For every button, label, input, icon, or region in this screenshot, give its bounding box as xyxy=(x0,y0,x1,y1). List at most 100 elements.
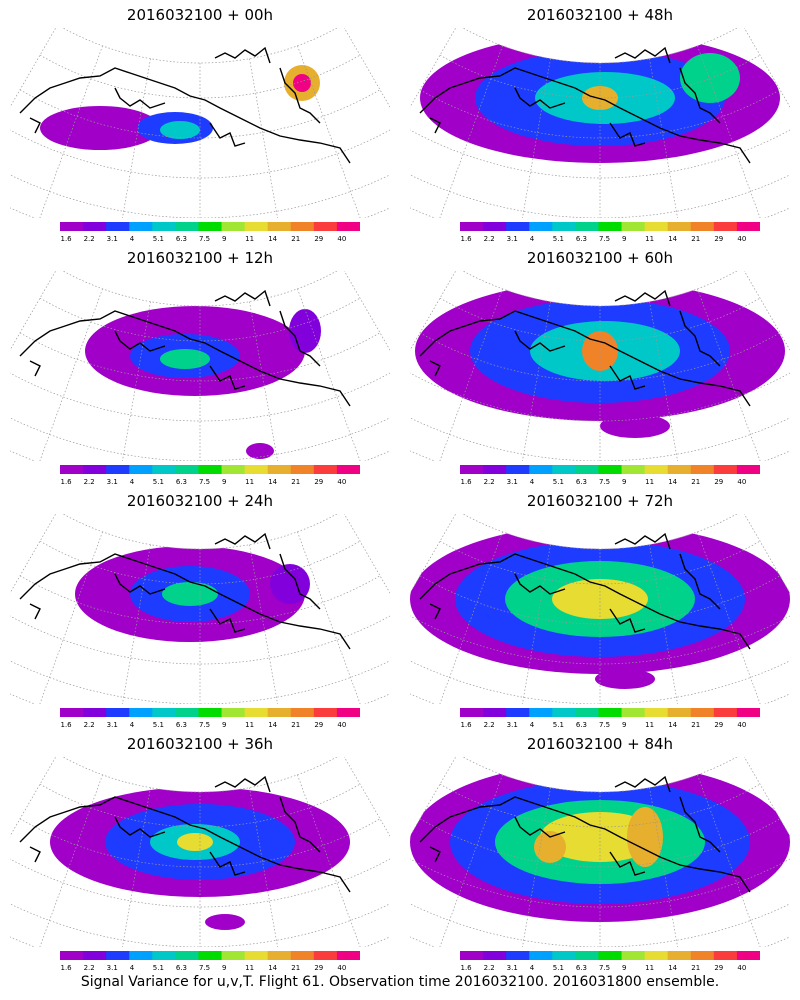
colorbar-swatch xyxy=(506,465,530,474)
variance-field xyxy=(75,519,310,642)
colorbar-swatch xyxy=(598,465,623,474)
colorbar-swatch xyxy=(60,708,84,717)
graticule xyxy=(10,271,390,461)
variance-contour xyxy=(534,831,566,863)
variance-contour xyxy=(293,74,311,92)
colorbar-label: 5.1 xyxy=(553,235,564,243)
colorbar-swatch xyxy=(313,951,338,960)
colorbar-swatch xyxy=(621,951,646,960)
colorbar-swatch xyxy=(290,465,315,474)
colorbar-label: 29 xyxy=(714,964,723,972)
colorbar-swatch xyxy=(575,222,599,231)
colorbar-label: 11 xyxy=(645,964,654,972)
colorbar-swatch xyxy=(713,708,738,717)
colorbar-label: 5.1 xyxy=(153,478,164,486)
colorbar-label: 11 xyxy=(245,235,254,243)
colorbar-swatch xyxy=(221,222,246,231)
graticule xyxy=(10,757,390,947)
colorbar-swatch xyxy=(713,951,738,960)
colorbar-swatch xyxy=(483,708,507,717)
colorbar-swatch xyxy=(244,951,269,960)
colorbar-label: 29 xyxy=(314,235,323,243)
colorbar-label: 11 xyxy=(245,721,254,729)
colorbar-swatch xyxy=(529,951,553,960)
graticule xyxy=(410,28,790,218)
colorbar-label: 2.2 xyxy=(484,478,495,486)
colorbar-swatch xyxy=(598,708,623,717)
colorbar-label: 4 xyxy=(130,964,135,972)
colorbar-swatch xyxy=(483,465,507,474)
colorbar-label: 29 xyxy=(314,721,323,729)
colorbar-swatch xyxy=(483,222,507,231)
colorbar-swatch xyxy=(621,465,646,474)
colorbar-label: 21 xyxy=(291,235,300,243)
colorbar-label: 3.1 xyxy=(507,721,518,729)
colorbar-label: 9 xyxy=(622,235,626,243)
colorbar-swatch xyxy=(83,222,107,231)
colorbar-label: 3.1 xyxy=(107,235,118,243)
coastline xyxy=(19,775,351,893)
colorbar-swatch xyxy=(736,951,760,960)
panel-title: 2016032100 + 72h xyxy=(526,492,674,510)
colorbar-swatch xyxy=(175,465,199,474)
colorbar-label: 40 xyxy=(737,235,746,243)
colorbar-label: 21 xyxy=(691,964,700,972)
colorbar-swatch xyxy=(575,465,599,474)
colorbar-label: 2.2 xyxy=(84,235,95,243)
colorbar-swatch xyxy=(129,951,153,960)
colorbar-swatch xyxy=(175,222,199,231)
colorbar-swatch xyxy=(221,708,246,717)
variance-map xyxy=(410,28,790,218)
variance-map xyxy=(10,271,390,461)
colorbar-label: 1.6 xyxy=(61,721,73,729)
colorbar-swatch xyxy=(83,708,107,717)
colorbar-swatch xyxy=(736,465,760,474)
colorbar-label: 7.5 xyxy=(599,235,610,243)
variance-contour xyxy=(540,760,590,784)
colorbar: 1.6 2.2 3.1 4 5.1 6.3 7.5 9 11 14 21 29 40 xyxy=(460,465,760,486)
colorbar-label: 3.1 xyxy=(107,721,118,729)
colorbar-label: 11 xyxy=(245,964,254,972)
colorbar-label: 21 xyxy=(291,964,300,972)
colorbar-label: 5.1 xyxy=(153,964,164,972)
colorbar-label: 9 xyxy=(222,478,226,486)
colorbar-label: 11 xyxy=(245,478,254,486)
forecast-panel: 2016032100 + 84h 1.6 2.2 3.1 4 5.1 6.3 7.5 9 11 14… xyxy=(400,729,800,974)
colorbar-swatch xyxy=(690,951,715,960)
colorbar-label: 40 xyxy=(337,478,346,486)
colorbar-swatch xyxy=(129,465,153,474)
colorbar-label: 29 xyxy=(714,235,723,243)
panel-title: 2016032100 + 84h xyxy=(526,735,674,753)
panel-title: 2016032100 + 24h xyxy=(126,492,274,510)
colorbar-swatch xyxy=(644,465,669,474)
colorbar-swatch xyxy=(106,951,130,960)
variance-contour xyxy=(565,524,615,544)
colorbar-label: 5.1 xyxy=(553,478,564,486)
colorbar-label: 4 xyxy=(530,478,535,486)
variance-contour xyxy=(160,121,200,139)
colorbar-label: 2.2 xyxy=(84,721,95,729)
colorbar-swatch xyxy=(529,465,553,474)
colorbar-label: 9 xyxy=(222,721,226,729)
colorbar-swatch xyxy=(460,951,484,960)
colorbar-label: 7.5 xyxy=(199,721,210,729)
colorbar-swatch xyxy=(198,222,223,231)
graticule xyxy=(10,514,390,704)
colorbar-label: 9 xyxy=(622,478,626,486)
colorbar-label: 4 xyxy=(130,235,135,243)
colorbar-swatch xyxy=(60,465,84,474)
graticule xyxy=(410,757,790,947)
colorbar-label: 29 xyxy=(714,721,723,729)
variance-field xyxy=(85,283,321,459)
panel-title: 2016032100 + 60h xyxy=(526,249,674,267)
colorbar-swatch xyxy=(667,465,692,474)
colorbar-label: 2.2 xyxy=(84,964,95,972)
colorbar-label: 11 xyxy=(645,721,654,729)
colorbar-swatch xyxy=(690,465,715,474)
variance-contour xyxy=(128,283,172,299)
panel-title: 2016032100 + 12h xyxy=(126,249,274,267)
colorbar-swatch xyxy=(244,708,269,717)
colorbar-label: 40 xyxy=(337,721,346,729)
colorbar-label: 4 xyxy=(530,964,535,972)
variance-map xyxy=(10,28,390,218)
